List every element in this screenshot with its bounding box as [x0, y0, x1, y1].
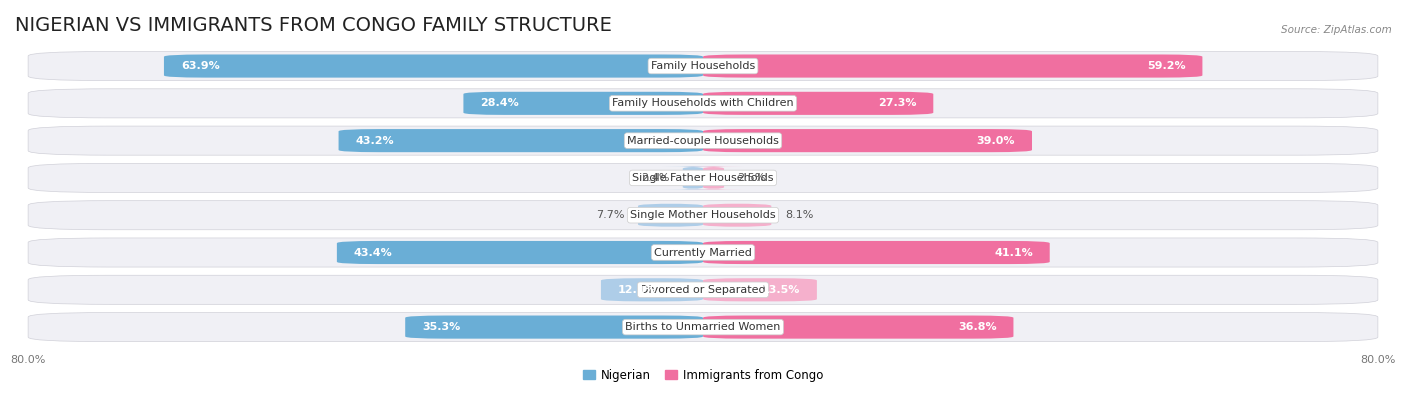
Text: Family Households with Children: Family Households with Children: [612, 98, 794, 108]
FancyBboxPatch shape: [703, 278, 817, 301]
Text: Source: ZipAtlas.com: Source: ZipAtlas.com: [1281, 25, 1392, 36]
Text: 13.5%: 13.5%: [762, 285, 800, 295]
Text: 43.2%: 43.2%: [356, 135, 394, 146]
Text: Single Father Households: Single Father Households: [633, 173, 773, 183]
Text: 28.4%: 28.4%: [481, 98, 519, 108]
Text: 8.1%: 8.1%: [785, 210, 813, 220]
FancyBboxPatch shape: [703, 316, 1014, 339]
Text: Family Households: Family Households: [651, 61, 755, 71]
FancyBboxPatch shape: [28, 89, 1378, 118]
FancyBboxPatch shape: [683, 166, 744, 190]
Text: 27.3%: 27.3%: [877, 98, 917, 108]
FancyBboxPatch shape: [703, 55, 1202, 77]
Text: 35.3%: 35.3%: [422, 322, 460, 332]
FancyBboxPatch shape: [703, 129, 1032, 152]
FancyBboxPatch shape: [703, 92, 934, 115]
FancyBboxPatch shape: [28, 164, 1378, 192]
FancyBboxPatch shape: [600, 278, 703, 301]
FancyBboxPatch shape: [405, 316, 703, 339]
FancyBboxPatch shape: [28, 201, 1378, 230]
Text: Births to Unmarried Women: Births to Unmarried Women: [626, 322, 780, 332]
Text: Currently Married: Currently Married: [654, 248, 752, 258]
FancyBboxPatch shape: [703, 204, 772, 227]
Text: Married-couple Households: Married-couple Households: [627, 135, 779, 146]
Text: 41.1%: 41.1%: [994, 248, 1033, 258]
Text: 2.4%: 2.4%: [641, 173, 669, 183]
Text: 12.1%: 12.1%: [617, 285, 657, 295]
FancyBboxPatch shape: [28, 238, 1378, 267]
Text: Single Mother Households: Single Mother Households: [630, 210, 776, 220]
FancyBboxPatch shape: [28, 275, 1378, 304]
FancyBboxPatch shape: [165, 55, 703, 77]
Text: NIGERIAN VS IMMIGRANTS FROM CONGO FAMILY STRUCTURE: NIGERIAN VS IMMIGRANTS FROM CONGO FAMILY…: [14, 16, 612, 36]
Legend: Nigerian, Immigrants from Congo: Nigerian, Immigrants from Congo: [578, 364, 828, 387]
Text: 7.7%: 7.7%: [596, 210, 624, 220]
FancyBboxPatch shape: [464, 92, 703, 115]
Text: 2.5%: 2.5%: [738, 173, 766, 183]
FancyBboxPatch shape: [28, 126, 1378, 155]
Text: 63.9%: 63.9%: [181, 61, 219, 71]
FancyBboxPatch shape: [339, 129, 703, 152]
FancyBboxPatch shape: [337, 241, 703, 264]
Text: 36.8%: 36.8%: [957, 322, 997, 332]
Text: Divorced or Separated: Divorced or Separated: [640, 285, 766, 295]
Text: 59.2%: 59.2%: [1147, 61, 1185, 71]
Text: 43.4%: 43.4%: [354, 248, 392, 258]
FancyBboxPatch shape: [638, 204, 703, 227]
Text: 39.0%: 39.0%: [977, 135, 1015, 146]
FancyBboxPatch shape: [28, 51, 1378, 81]
FancyBboxPatch shape: [28, 312, 1378, 342]
FancyBboxPatch shape: [703, 241, 1050, 264]
FancyBboxPatch shape: [662, 166, 723, 190]
